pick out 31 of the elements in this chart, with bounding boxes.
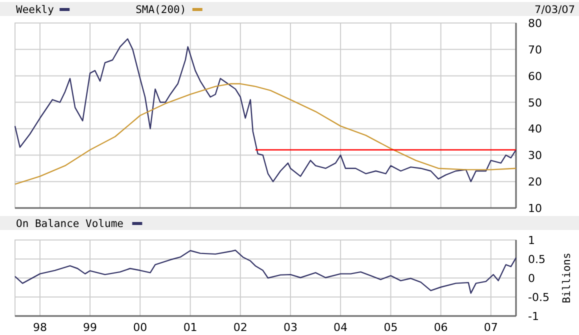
y-tick-label: -1 xyxy=(528,310,539,323)
y-tick-label: 10 xyxy=(528,202,542,215)
x-tick-label: 99 xyxy=(83,321,98,334)
x-tick-label: 03 xyxy=(283,321,298,334)
y-tick-label: 0 xyxy=(528,272,535,285)
y-tick-label: 1 xyxy=(528,234,535,247)
x-tick-label: 02 xyxy=(233,321,248,334)
legend-label: SMA(200) xyxy=(136,4,186,16)
x-tick-label: 07 xyxy=(484,321,498,334)
y-tick-label: -0.5 xyxy=(528,291,550,304)
y-tick-label: 20 xyxy=(528,176,542,189)
line-series xyxy=(14,250,517,294)
x-tick-label: 00 xyxy=(133,321,148,334)
y-tick-label: 40 xyxy=(528,122,542,136)
line-series xyxy=(14,38,517,182)
x-tick-label: 01 xyxy=(183,321,198,334)
legend-label: On Balance Volume xyxy=(16,218,124,230)
x-tick-label: 05 xyxy=(384,321,398,334)
x-tick-label: 04 xyxy=(334,321,348,334)
y-tick-label: 60 xyxy=(528,70,542,83)
line-series xyxy=(14,83,517,185)
x-tick-label: 98 xyxy=(32,321,47,334)
y-tick-label: 30 xyxy=(528,149,542,162)
y-tick-label: 70 xyxy=(528,43,542,56)
y-axis-title: Billions xyxy=(561,252,573,304)
text: 7/03/07 xyxy=(534,4,575,16)
y-tick-label: 80 xyxy=(528,17,542,30)
x-tick-label: 06 xyxy=(434,321,448,334)
y-tick-label: 0.5 xyxy=(528,253,546,266)
y-tick-label: 50 xyxy=(528,96,542,110)
legend-label: Weekly xyxy=(16,4,54,16)
